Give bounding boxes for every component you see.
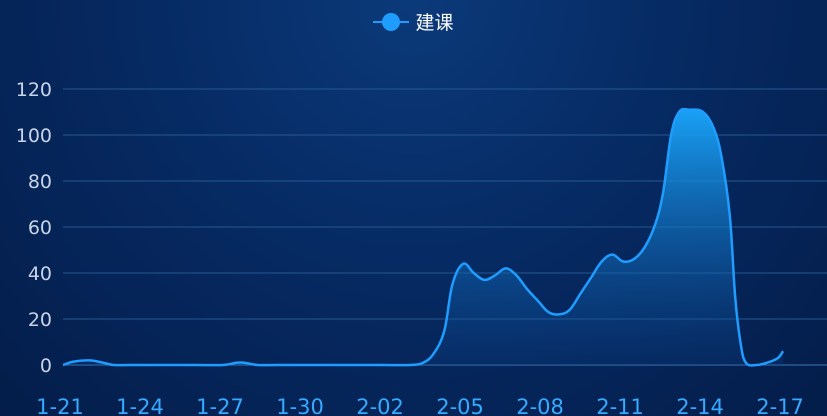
- x-tick-label: 2-05: [436, 395, 484, 416]
- legend-label: 建课: [415, 12, 454, 34]
- y-tick-label: 60: [28, 217, 52, 239]
- y-tick-label: 20: [28, 309, 52, 331]
- y-tick-label: 0: [40, 355, 52, 377]
- x-tick-label: 1-21: [36, 395, 84, 416]
- grid-lines: [63, 88, 827, 366]
- y-tick-label: 80: [28, 171, 52, 193]
- legend[interactable]: 建课: [0, 8, 827, 35]
- x-tick-label: 1-30: [276, 395, 324, 416]
- x-tick-label: 2-11: [596, 395, 644, 416]
- x-tick-label: 2-02: [356, 395, 404, 416]
- series-line: [62, 107, 785, 367]
- y-tick-label: 40: [28, 263, 52, 285]
- x-axis: 1-21 1-24 1-27 1-30 2-02 2-05 2-08 2-11 2-14 2-17: [36, 395, 804, 416]
- x-tick-label: 2-08: [516, 395, 564, 416]
- legend-marker-icon: [373, 12, 410, 32]
- series-area: [63, 109, 784, 366]
- x-tick-label: 1-24: [116, 395, 164, 416]
- x-tick-label: 2-17: [756, 395, 804, 416]
- x-tick-label: 1-27: [196, 395, 244, 416]
- x-tick-label: 2-14: [676, 395, 724, 416]
- y-tick-label: 120: [16, 79, 52, 101]
- y-axis: 0 20 40 60 80 100 120: [16, 79, 52, 377]
- y-tick-label: 100: [16, 125, 52, 147]
